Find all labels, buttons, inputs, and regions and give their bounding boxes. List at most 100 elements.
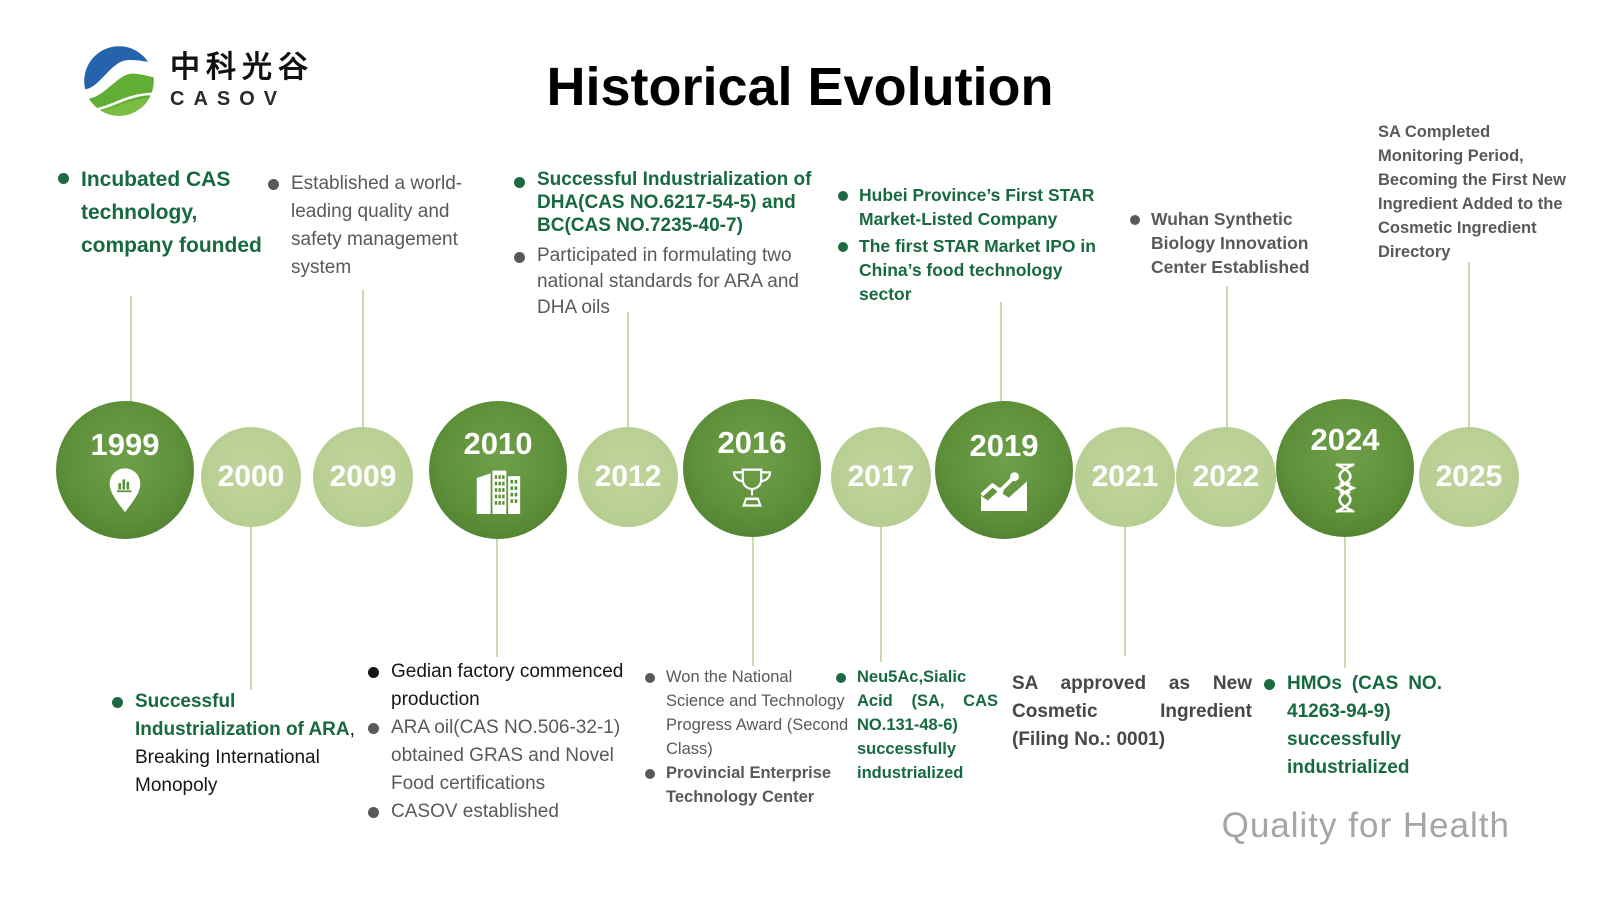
event-item: Successful Industrialization of ARA, Bre… — [112, 688, 374, 800]
bullet-icon — [838, 241, 848, 252]
timeline-year: 2017 — [847, 460, 915, 493]
timeline-year: 2022 — [1192, 460, 1260, 493]
connector-line — [1344, 534, 1346, 668]
bullet-icon — [368, 806, 379, 818]
dna-icon — [1333, 463, 1357, 513]
event-item: Incubated CAS technology, company founde… — [58, 164, 272, 263]
event-item: HMOs (CAS NO. 41263-94-9) successfully i… — [1264, 670, 1442, 782]
event-text: Established a world-leading quality and … — [291, 173, 463, 278]
event-text-lead: Successful Industrialization of ARA — [135, 691, 350, 740]
connector-line — [496, 535, 498, 657]
timeline-year: 2016 — [717, 425, 787, 460]
event-text: Wuhan Synthetic Biology Innovation Cente… — [1151, 209, 1310, 277]
timeline-year: 2025 — [1435, 460, 1503, 493]
connector-line — [880, 522, 882, 662]
event-item: Successful Industrialization of DHA(CAS … — [514, 168, 820, 238]
connector-line — [1124, 522, 1126, 656]
event-item: Participated in formulating two national… — [514, 243, 820, 321]
bullet-icon — [838, 191, 848, 201]
event-text: Neu5Ac,Sialic Acid (SA, CAS NO.131-48-6)… — [857, 668, 998, 782]
location-pin-icon — [109, 468, 141, 513]
buildings-icon — [476, 470, 521, 514]
logo-english-name: CASOV — [170, 88, 287, 110]
connector-line — [1226, 286, 1228, 430]
event-item: Won the National Science and Technology … — [645, 666, 853, 762]
connector-line — [627, 312, 629, 430]
event-text: The first STAR Market IPO in China’s foo… — [859, 235, 1096, 304]
event-block-2000: Successful Industrialization of ARA, Bre… — [112, 688, 374, 800]
event-text: Provincial Enterprise Technology Center — [666, 763, 832, 806]
event-block-2019: Hubei Province’s First STAR Market-Liste… — [838, 184, 1114, 307]
connector-line — [130, 296, 132, 406]
event-text: Won the National Science and Technology … — [666, 668, 849, 758]
timeline-year: 2000 — [217, 460, 285, 493]
connector-line — [362, 290, 364, 430]
stock-chart-icon — [981, 472, 1027, 512]
connector-line — [1468, 262, 1470, 430]
logo-globe-icon — [84, 46, 154, 116]
connector-line — [1000, 302, 1002, 406]
event-item: Hubei Province’s First STAR Market-Liste… — [838, 184, 1114, 232]
bullet-icon — [514, 251, 525, 263]
event-text: CASOV established — [391, 800, 559, 822]
event-block-2024: HMOs (CAS NO. 41263-94-9) successfully i… — [1264, 670, 1442, 782]
slogan-watermark: Quality for Health — [1221, 806, 1510, 845]
bullet-icon — [268, 179, 279, 190]
event-block-2010: Gedian factory commenced production ARA … — [368, 658, 634, 826]
event-text: ARA oil(CAS NO.506-32-1) obtained GRAS a… — [391, 716, 621, 794]
event-block-1999: Incubated CAS technology, company founde… — [58, 164, 272, 263]
event-item: ARA oil(CAS NO.506-32-1) obtained GRAS a… — [368, 714, 634, 798]
timeline-node-2012: 2012 — [578, 427, 678, 527]
event-item: SA Completed Monitoring Period, Becoming… — [1378, 121, 1572, 265]
timeline-node-2000: 2000 — [201, 427, 301, 527]
event-text: SA approved as New Cosmetic Ingredient (… — [1012, 673, 1252, 750]
timeline-node-1999: 1999 — [56, 401, 194, 539]
timeline-node-2019: 2019 — [935, 401, 1073, 539]
event-block-2016: Won the National Science and Technology … — [645, 666, 853, 810]
event-item: SA approved as New Cosmetic Ingredient (… — [1012, 670, 1252, 754]
logo-text: 中科光谷 CASOV — [170, 51, 314, 111]
timeline-node-2024: 2024 — [1276, 399, 1414, 537]
bullet-icon — [514, 177, 525, 188]
event-text: Incubated CAS technology, company founde… — [81, 168, 262, 257]
connector-line — [250, 522, 252, 690]
timeline-node-2016: 2016 — [683, 399, 821, 537]
event-text: SA Completed Monitoring Period, Becoming… — [1378, 123, 1566, 261]
bullet-icon — [368, 722, 379, 734]
event-text: Participated in formulating two national… — [537, 244, 799, 318]
bullet-icon — [645, 768, 655, 779]
event-block-2009: Established a world-leading quality and … — [268, 170, 492, 282]
timeline-year: 2009 — [329, 460, 397, 493]
bullet-icon — [58, 173, 69, 184]
event-item: Established a world-leading quality and … — [268, 170, 492, 282]
event-text: Hubei Province’s First STAR Market-Liste… — [859, 185, 1095, 229]
event-text: HMOs (CAS NO. 41263-94-9) successfully i… — [1287, 673, 1442, 778]
timeline-node-2017: 2017 — [831, 427, 931, 527]
event-item: CASOV established — [368, 798, 634, 826]
connector-line — [752, 534, 754, 666]
event-item: Provincial Enterprise Technology Center — [645, 762, 853, 810]
event-text-rest: , Breaking International Monopoly — [135, 718, 355, 796]
trophy-icon — [732, 468, 772, 507]
event-item: Wuhan Synthetic Biology Innovation Cente… — [1130, 208, 1335, 280]
event-block-2017: Neu5Ac,Sialic Acid (SA, CAS NO.131-48-6)… — [836, 666, 998, 786]
page-title: Historical Evolution — [546, 57, 1054, 117]
timeline-node-2025: 2025 — [1419, 427, 1519, 527]
timeline-year: 1999 — [90, 427, 160, 462]
event-block-2025: SA Completed Monitoring Period, Becoming… — [1378, 121, 1572, 265]
timeline-year: 2012 — [594, 460, 662, 493]
timeline-year: 2021 — [1091, 460, 1159, 493]
timeline-node-2021: 2021 — [1075, 427, 1175, 527]
event-text: Successful Industrialization of DHA(CAS … — [537, 169, 812, 237]
event-text: Gedian factory commenced production — [391, 661, 624, 710]
bullet-icon — [368, 667, 379, 678]
timeline-node-2022: 2022 — [1176, 427, 1276, 527]
bullet-icon — [836, 673, 846, 683]
timeline-year: 2019 — [969, 428, 1039, 463]
timeline-node-2009: 2009 — [313, 427, 413, 527]
event-item: The first STAR Market IPO in China’s foo… — [838, 235, 1114, 307]
event-text: Successful Industrialization of ARA, Bre… — [135, 688, 374, 800]
event-item: Gedian factory commenced production — [368, 658, 634, 714]
event-item: Neu5Ac,Sialic Acid (SA, CAS NO.131-48-6)… — [836, 666, 998, 786]
